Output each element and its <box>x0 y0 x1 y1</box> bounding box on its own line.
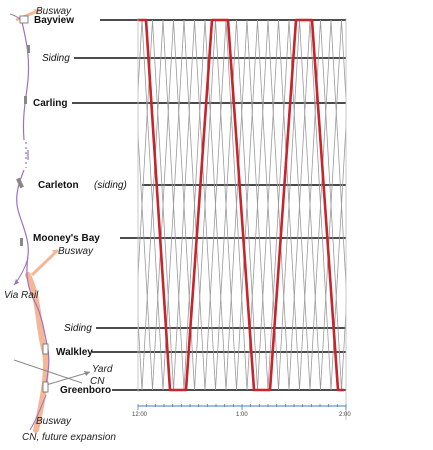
station-marker-carleton <box>16 177 24 189</box>
cn-future-line <box>29 394 47 431</box>
trip-line-7 <box>90 20 111 390</box>
trip-line-11 <box>111 20 132 390</box>
station-label-mooneys-bay: Mooney's Bay <box>33 233 100 244</box>
trip-line-1 <box>58 20 79 390</box>
trip-line-25 <box>183 20 206 390</box>
trip-line-55 <box>341 303 346 390</box>
trip-line-58 <box>363 20 384 390</box>
station-marker-greenboro <box>42 381 49 393</box>
time-axis: 12:00 1:00 2:00 <box>132 404 351 418</box>
map-label-busway-bottom: Busway <box>36 416 72 427</box>
trip-line-51 <box>320 20 342 390</box>
time-label-1200: 12:00 <box>132 412 148 418</box>
station-marker-carling <box>24 96 27 104</box>
rail-route-line <box>16 21 50 386</box>
trip-line-6 <box>90 20 111 390</box>
map-label-via-rail: Via Rail <box>4 290 39 301</box>
trip-line-4 <box>79 20 100 390</box>
map-label-busway-mid: Busway <box>58 246 94 257</box>
trip-line-17 <box>141 20 164 390</box>
trip-line-56 <box>352 20 373 390</box>
trip-line-9 <box>100 20 121 390</box>
trip-line-61 <box>373 20 394 390</box>
trip-line-35 <box>236 20 258 390</box>
time-axis-ticks <box>137 404 347 410</box>
highlighted-trip <box>138 18 344 392</box>
trip-line-41 <box>267 20 290 390</box>
station-marker-bayview <box>19 15 29 24</box>
trip-line-13 <box>138 20 143 98</box>
trip-line-19 <box>152 20 174 390</box>
station-label-carling: Carling <box>33 98 67 109</box>
station-label-suffix-carleton: (siding) <box>94 180 127 191</box>
trip-line-0 <box>58 20 79 390</box>
trip-line-45 <box>288 20 311 390</box>
trip-line-54 <box>341 20 346 107</box>
trip-line-57 <box>352 20 373 390</box>
station-marker-siding-north <box>27 45 30 53</box>
station-label-siding-north: Siding <box>42 53 70 64</box>
station-marker-mooneys-bay <box>20 238 23 246</box>
trip-line-39 <box>257 20 279 390</box>
trip-line-29 <box>204 20 227 390</box>
station-label-bayview: Bayview <box>34 15 74 26</box>
busway-arrow-mid <box>52 250 58 255</box>
busway-arrow-north <box>34 9 40 14</box>
highlighted-trip-line <box>138 18 344 392</box>
station-marker-walkley <box>42 343 49 355</box>
trip-line-12 <box>138 312 143 390</box>
trip-line-43 <box>278 20 300 390</box>
yard-arrow <box>84 371 90 376</box>
trip-line-59 <box>363 20 384 390</box>
station-label-greenboro: Greenboro <box>60 385 111 396</box>
route-map: Busway Busway Via Rail Yard CN Busway CN… <box>4 6 116 443</box>
trip-line-33 <box>225 20 248 390</box>
station-label-carleton: Carleton <box>38 180 79 191</box>
map-label-busway-top: Busway <box>36 6 72 17</box>
trip-line-5 <box>79 20 100 390</box>
time-label-200: 2:00 <box>339 412 351 418</box>
trip-line-23 <box>173 20 195 390</box>
trip-line-49 <box>309 20 332 390</box>
trip-line-3 <box>69 20 90 390</box>
map-label-yard: Yard <box>92 364 113 375</box>
trip-line-8 <box>100 20 121 390</box>
busway-path-mid <box>30 248 60 277</box>
station-label-walkley: Walkley <box>56 347 93 358</box>
via-rail-arrow <box>14 279 19 285</box>
trip-line-2 <box>69 20 90 390</box>
trip-line-10 <box>111 20 132 390</box>
time-label-100: 1:00 <box>236 412 248 418</box>
map-label-cn: CN <box>90 376 105 387</box>
trip-line-63 <box>384 20 405 390</box>
cn-line <box>13 359 83 384</box>
station-label-siding-south: Siding <box>64 323 92 334</box>
trip-line-27 <box>194 20 216 390</box>
trip-line-60 <box>373 20 394 390</box>
map-label-cn-future: CN, future expansion <box>22 432 116 443</box>
trip-line-62 <box>384 20 405 390</box>
